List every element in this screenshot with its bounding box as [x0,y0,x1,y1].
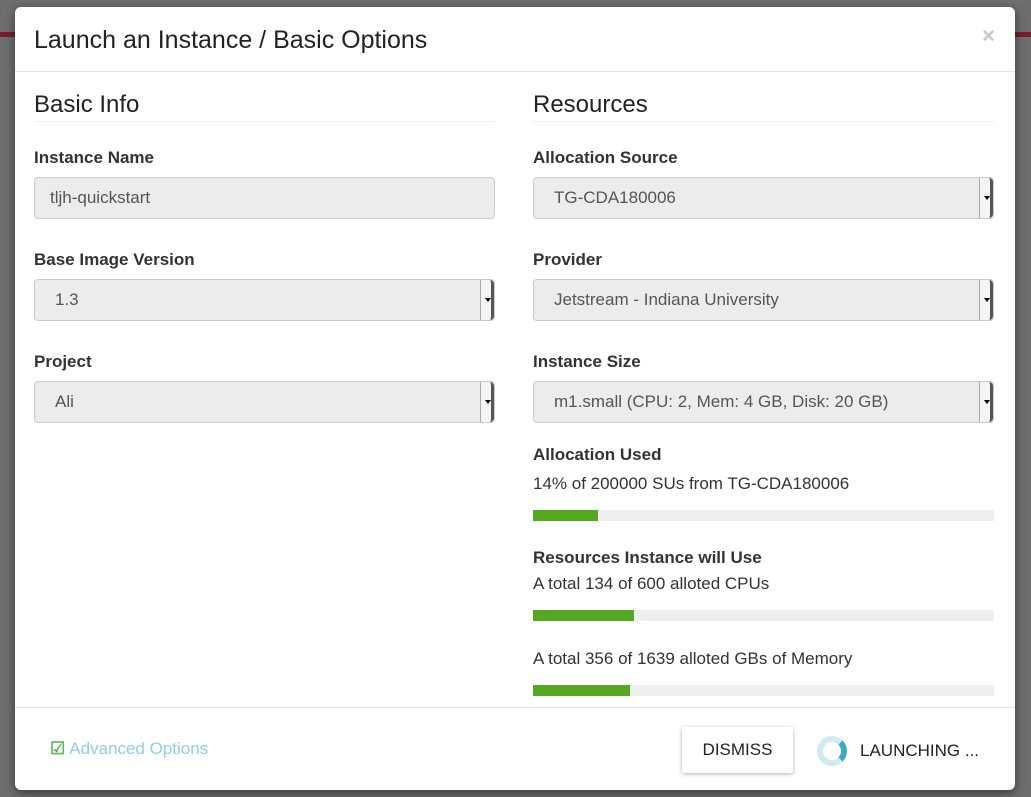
progress-fill [533,510,598,521]
progress-fill [533,685,630,696]
modal-title: Launch an Instance / Basic Options [34,26,428,54]
provider-value: Jetstream - Indiana University [554,290,779,309]
allocation-source-select[interactable]: TG-CDA180006 [533,177,994,219]
project-label: Project [34,352,92,371]
modal-footer: ☑ Advanced Options DISMISS LAUNCHING ... [15,707,1015,790]
version-value: 1.3 [55,290,79,309]
close-icon[interactable]: × [982,23,995,48]
allocation-source-value: TG-CDA180006 [554,188,676,207]
spinner-icon [817,736,847,766]
version-select[interactable]: 1.3 [34,279,495,321]
launch-button[interactable]: LAUNCHING ... [817,736,979,766]
chevron-down-icon [979,178,993,218]
launch-instance-modal: Launch an Instance / Basic Options × Bas… [15,7,1015,790]
allocation-used-label: Allocation Used [533,445,662,464]
basic-info-heading: Basic Info [34,91,495,122]
allocation-used-bar [533,510,994,521]
chevron-down-icon [979,280,993,320]
chevron-down-icon [480,382,494,422]
launching-label: LAUNCHING ... [860,741,980,760]
instance-name-label: Instance Name [34,148,154,167]
project-value: Ali [55,392,74,411]
memory-usage-bar [533,685,994,696]
advanced-options-label: Advanced Options [69,739,209,758]
provider-label: Provider [533,250,602,269]
version-label: Base Image Version [34,250,195,269]
chevron-down-icon [979,382,993,422]
advanced-options-link[interactable]: ☑ Advanced Options [50,739,208,759]
instance-size-select[interactable]: m1.small (CPU: 2, Mem: 4 GB, Disk: 20 GB… [533,381,994,423]
cpu-usage-text: A total 134 of 600 alloted CPUs [533,574,770,593]
memory-usage-text: A total 356 of 1639 alloted GBs of Memor… [533,649,853,668]
will-use-label: Resources Instance will Use [533,548,762,567]
modal-header: Launch an Instance / Basic Options × [15,7,1015,72]
instance-size-value: m1.small (CPU: 2, Mem: 4 GB, Disk: 20 GB… [554,392,889,411]
basic-info-column: Basic Info Instance Name tljh-quickstart… [34,91,495,454]
instance-name-input[interactable]: tljh-quickstart [34,177,495,219]
chevron-down-icon [480,280,494,320]
provider-select[interactable]: Jetstream - Indiana University [533,279,994,321]
allocation-source-label: Allocation Source [533,148,678,167]
allocation-used-text: 14% of 200000 SUs from TG-CDA180006 [533,474,850,493]
progress-fill [533,610,635,621]
resources-column: Resources Allocation Source TG-CDA180006… [533,91,994,723]
resources-heading: Resources [533,91,994,122]
cpu-usage-bar [533,610,994,621]
checkbox-checked-icon: ☑ [50,739,66,758]
instance-size-label: Instance Size [533,352,641,371]
dismiss-button[interactable]: DISMISS [682,727,793,773]
project-select[interactable]: Ali [34,381,495,423]
